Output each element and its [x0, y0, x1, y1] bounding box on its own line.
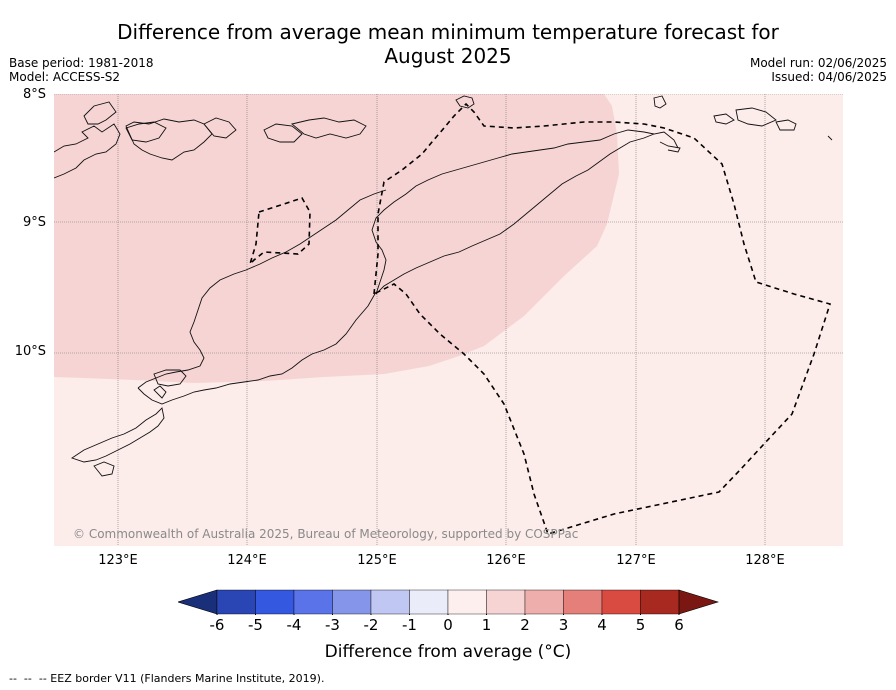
coast-kisar: [653, 95, 667, 109]
region-1-to-2: [54, 94, 619, 383]
colorbar-extend-high: [678, 589, 719, 615]
colorbar-label: Difference from average (°C): [324, 642, 572, 662]
title-line-2: August 2025: [384, 44, 512, 68]
coast-rote: [153, 369, 187, 387]
lon-label-123e: 123°E: [98, 553, 138, 568]
colorbar-tick-label: -3: [325, 616, 340, 634]
coast-sumba: [70, 407, 165, 463]
colorbar-segment: [255, 589, 295, 615]
coast-alor: [263, 123, 303, 143]
lat-label-8s: 8°S: [22, 87, 46, 102]
colorbar-tick-label: 6: [674, 616, 684, 634]
colorbar-segment: [601, 589, 641, 615]
colorbar-tick-label: 3: [558, 616, 569, 634]
colorbar-tick-label: -4: [286, 616, 302, 634]
coast-island-a: [83, 101, 117, 125]
issued-date: Issued: 04/06/2025: [771, 70, 887, 84]
colorbar-segment: [293, 589, 333, 615]
copyright-credit: © Commonwealth of Australia 2025, Bureau…: [73, 527, 579, 541]
eez-legend-text: -- EEZ border V11 (Flanders Marine Insti…: [38, 672, 325, 685]
eez-legend-dashes: -- --: [9, 672, 39, 685]
colorbar-segment: [486, 589, 526, 615]
colorbar-tick-label: 0: [443, 616, 453, 634]
coast-wetar: [455, 95, 475, 109]
coast-timor-west: [137, 189, 387, 389]
meta-right: Model run: 02/06/2025 Issued: 04/06/2025: [750, 56, 887, 84]
coast-atauro: [659, 141, 681, 153]
lat-label-10s: 10°S: [14, 344, 46, 359]
colorbar-tick-marks: [216, 614, 680, 615]
coast-flores: [54, 123, 121, 179]
colorbar: [178, 589, 719, 615]
coast-lakor: [775, 119, 797, 131]
lon-label-127e: 127°E: [616, 553, 656, 568]
coast-sumba-2: [93, 461, 115, 477]
model-name: Model: ACCESS-S2: [9, 70, 121, 84]
colorbar-segment: [216, 589, 256, 615]
colorbar-segment: [332, 589, 372, 615]
colorbar-tick-label: 5: [635, 616, 646, 634]
colorbar-tick-label: 2: [520, 616, 530, 634]
coast-timor-south: [137, 291, 377, 405]
coast-island-e: [291, 117, 367, 139]
legend-footnote: -- -- -- EEZ border V11 (Flanders Marine…: [9, 672, 324, 685]
colorbar-segment: [409, 589, 449, 615]
colorbar-segments: [178, 589, 719, 615]
lon-label-125e: 125°E: [357, 553, 397, 568]
eez-west-enclave: [249, 197, 311, 265]
eez-border: [249, 102, 832, 535]
graticule: [54, 94, 843, 546]
coast-island-d: [203, 117, 237, 139]
lon-label-124e: 124°E: [227, 553, 267, 568]
colorbar-segment: [640, 589, 680, 615]
coast-semau: [153, 385, 167, 399]
meta-left: Base period: 1981-2018 Model: ACCESS-S2: [9, 56, 154, 84]
eez-main: [373, 102, 832, 535]
map-panel: [54, 94, 843, 546]
colorbar-segment: [370, 589, 410, 615]
coast-moa: [735, 107, 777, 127]
chart-title: Difference from average mean minimum tem…: [0, 20, 896, 68]
model-run: Model run: 02/06/2025: [749, 56, 887, 70]
coast-island-b: [125, 121, 167, 143]
colorbar-tick-label: -2: [363, 616, 379, 634]
title-line-1: Difference from average mean minimum tem…: [117, 20, 779, 44]
colorbar-segment: [447, 589, 487, 615]
colorbar-extend-low: [178, 589, 218, 615]
lon-label-128e: 128°E: [745, 553, 785, 568]
coast-island-c: [125, 118, 213, 161]
colorbar-tick-label: -5: [248, 616, 263, 634]
lon-label-126e: 126°E: [486, 553, 526, 568]
coast-islet: [827, 135, 833, 141]
colorbar-tick-label: -1: [402, 616, 417, 634]
base-period: Base period: 1981-2018: [9, 56, 154, 70]
colorbar-tick-label: -6: [209, 616, 225, 634]
coast-timor-north: [375, 131, 679, 295]
lat-label-9s: 9°S: [22, 215, 46, 230]
colorbar-tick-label: 4: [597, 616, 607, 634]
coast-leti: [713, 113, 735, 125]
colorbar-tick-label: 1: [481, 616, 492, 634]
colorbar-segment: [563, 589, 603, 615]
colorbar-segment: [524, 589, 564, 615]
